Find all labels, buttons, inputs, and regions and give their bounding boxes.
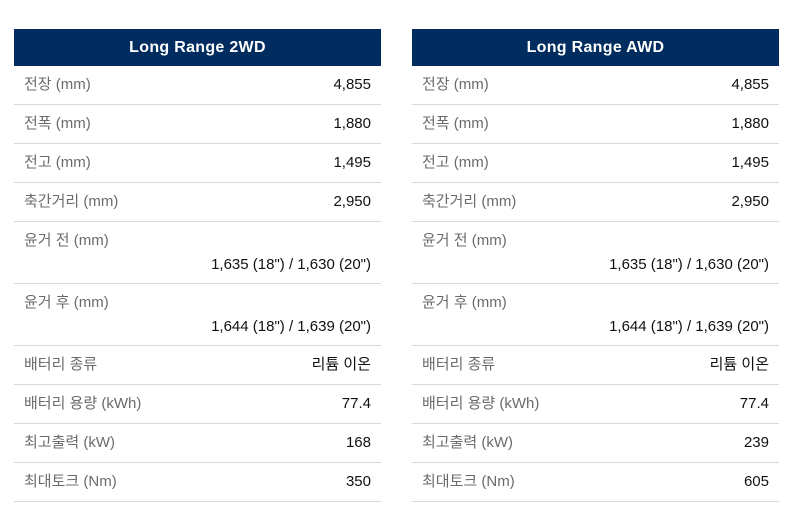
- spec-value: 리튬 이온: [709, 356, 769, 373]
- spec-label: 최대토크 (Nm): [24, 473, 117, 490]
- spec-row-wheelbase: 축간거리 (mm) 2,950: [412, 183, 779, 222]
- spec-label: 윤거 후 (mm): [422, 293, 507, 311]
- spec-table-long-range-2wd: Long Range 2WD 전장 (mm) 4,855 전폭 (mm) 1,8…: [14, 29, 381, 523]
- spec-label: 축간거리 (mm): [24, 193, 119, 210]
- spec-label: 전장 (mm): [422, 76, 489, 93]
- spec-value: 1,495: [333, 154, 371, 171]
- spec-value: 239: [743, 434, 769, 451]
- spec-row-max-power: 최고출력 (kW) 239: [412, 424, 779, 463]
- spec-value: 77.4: [739, 395, 769, 412]
- spec-label: 전장 (mm): [24, 76, 91, 93]
- spec-row-overall-length: 전장 (mm) 4,855: [412, 66, 779, 105]
- spec-row-rear-track: 윤거 후 (mm) 1,644 (18") / 1,639 (20"): [412, 284, 779, 346]
- spec-value: 리튬 이온: [311, 356, 371, 373]
- spec-value: 1,880: [333, 115, 371, 132]
- spec-label: 최고출력 (kW): [24, 434, 116, 451]
- table-title-2wd: Long Range 2WD: [129, 38, 266, 56]
- spec-value: 1,635 (18") / 1,630 (20"): [609, 255, 769, 273]
- spec-value: 2,950: [333, 193, 371, 210]
- spec-row-battery-type: 배터리 종류 리튬 이온: [14, 346, 381, 385]
- spec-value: 1,495: [731, 154, 769, 171]
- table-title-awd: Long Range AWD: [526, 38, 665, 56]
- spec-row-max-torque: 최대토크 (Nm) 605: [412, 463, 779, 502]
- spec-label: 배터리 용량 (kWh): [24, 395, 142, 412]
- spec-row-max-power: 최고출력 (kW) 168: [14, 424, 381, 463]
- spec-value: 350: [345, 473, 371, 490]
- spec-row-overall-height: 전고 (mm) 1,495: [14, 144, 381, 183]
- spec-row-front-track: 윤거 전 (mm) 1,635 (18") / 1,630 (20"): [412, 222, 779, 284]
- spec-label: 배터리 용량 (kWh): [422, 395, 540, 412]
- spec-row-max-torque: 최대토크 (Nm) 350: [14, 463, 381, 502]
- spec-label: 최고출력 (kW): [422, 434, 514, 451]
- spec-label: 배터리 종류: [422, 356, 496, 373]
- table-header-awd: Long Range AWD: [412, 29, 779, 66]
- spec-value: 605: [743, 473, 769, 490]
- spec-table-long-range-awd: Long Range AWD 전장 (mm) 4,855 전폭 (mm) 1,8…: [412, 29, 779, 523]
- spec-row-overall-width: 전폭 (mm) 1,880: [14, 105, 381, 144]
- spec-value: 4,855: [731, 76, 769, 93]
- spec-value: 1,635 (18") / 1,630 (20"): [211, 255, 371, 273]
- spec-value: 4,855: [333, 76, 371, 93]
- spec-label: 윤거 전 (mm): [422, 231, 507, 249]
- spec-value: 168: [345, 434, 371, 451]
- spec-row-overall-width: 전폭 (mm) 1,880: [412, 105, 779, 144]
- spec-value: 77.4: [341, 395, 371, 412]
- spec-label: 전폭 (mm): [24, 115, 91, 132]
- spec-label: 전고 (mm): [422, 154, 489, 171]
- spec-value: 1,644 (18") / 1,639 (20"): [211, 317, 371, 335]
- spec-row-rear-track: 윤거 후 (mm) 1,644 (18") / 1,639 (20"): [14, 284, 381, 346]
- spec-label: 축간거리 (mm): [422, 193, 517, 210]
- spec-row-wheelbase: 축간거리 (mm) 2,950: [14, 183, 381, 222]
- spec-label: 윤거 전 (mm): [24, 231, 109, 249]
- spec-row-overall-length: 전장 (mm) 4,855: [14, 66, 381, 105]
- spec-label: 배터리 종류: [24, 356, 98, 373]
- spec-label: 전폭 (mm): [422, 115, 489, 132]
- spec-row-battery-capacity: 배터리 용량 (kWh) 77.4: [14, 385, 381, 424]
- spec-rows-awd: 전장 (mm) 4,855 전폭 (mm) 1,880 전고 (mm) 1,49…: [412, 66, 779, 502]
- spec-row-overall-height: 전고 (mm) 1,495: [412, 144, 779, 183]
- spec-row-battery-capacity: 배터리 용량 (kWh) 77.4: [412, 385, 779, 424]
- spec-value: 1,880: [731, 115, 769, 132]
- spec-row-front-track: 윤거 전 (mm) 1,635 (18") / 1,630 (20"): [14, 222, 381, 284]
- spec-value: 1,644 (18") / 1,639 (20"): [609, 317, 769, 335]
- table-header-2wd: Long Range 2WD: [14, 29, 381, 66]
- spec-rows-2wd: 전장 (mm) 4,855 전폭 (mm) 1,880 전고 (mm) 1,49…: [14, 66, 381, 502]
- spec-row-battery-type: 배터리 종류 리튬 이온: [412, 346, 779, 385]
- spec-label: 윤거 후 (mm): [24, 293, 109, 311]
- spec-value: 2,950: [731, 193, 769, 210]
- spec-label: 최대토크 (Nm): [422, 473, 515, 490]
- spec-label: 전고 (mm): [24, 154, 91, 171]
